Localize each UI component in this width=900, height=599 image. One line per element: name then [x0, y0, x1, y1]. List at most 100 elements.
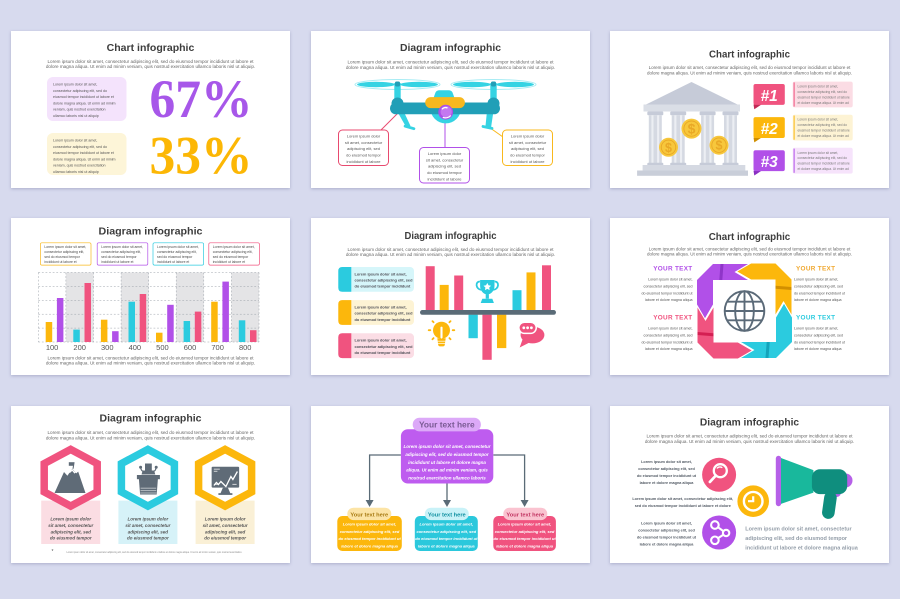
svg-text:consectetur adipiscing elit, s: consectetur adipiscing elit, sed do: [798, 156, 848, 160]
svg-text:dolore magna aliqua. Ut enim a: dolore magna aliqua. Ut enim ad minim: [53, 101, 116, 105]
svg-text:ullamco laboris nisl ut aliqui: ullamco laboris nisl ut aliquip: [53, 170, 99, 174]
svg-text:veniam, quis nostrud exercitat: veniam, quis nostrud exercitation: [53, 108, 106, 112]
svg-text:incididunt ut labore et: incididunt ut labore et: [101, 260, 133, 264]
svg-text:Lorem ipsum dolor sit amet,: Lorem ipsum dolor sit amet,: [794, 278, 838, 282]
svg-text:Lorem ipsum dolor sit amet, co: Lorem ipsum dolor sit amet, consectetur: [745, 527, 852, 533]
svg-text:labore et dolore magna aliqua: labore et dolore magna aliqua: [645, 298, 693, 302]
svg-text:Lorem ipsum dolor sit amet,: Lorem ipsum dolor sit amet,: [794, 327, 838, 331]
svg-text:incididunt ut labore et: incididunt ut labore et: [44, 260, 76, 264]
svg-text:consectetur adipiscing elit, s: consectetur adipiscing elit, sed do: [53, 145, 107, 149]
svg-text:consectetur adipiscing elit, s: consectetur adipiscing elit, sed: [355, 278, 414, 283]
svg-text:sit amet, consectetur: sit amet, consectetur: [509, 140, 547, 145]
svg-text:labore et dolore magna aliqua: labore et dolore magna aliqua: [640, 481, 695, 485]
svg-text:consectetur adipiscing elit, s: consectetur adipiscing elit, sed: [644, 285, 693, 289]
svg-text:Lorem ipsum dolor sit amet,: Lorem ipsum dolor sit amet,: [157, 245, 199, 249]
svg-text:consectetur adipiscing elit, s: consectetur adipiscing elit, sed: [638, 529, 695, 533]
svg-text:incididunt ut labore et: incididunt ut labore et: [157, 260, 189, 264]
svg-text:adipiscing elit, sed: adipiscing elit, sed: [205, 529, 246, 534]
svg-text:Lorem ipsum dolor sit amet, co: Lorem ipsum dolor sit amet, consectetur …: [347, 247, 554, 252]
svg-text:Lorem ipsum dolor sit amet, co: Lorem ipsum dolor sit amet, consectetur …: [347, 59, 554, 64]
svg-text:Your text here: Your text here: [419, 420, 475, 430]
svg-text:labore et dolore magna aliqua: labore et dolore magna aliqua: [645, 347, 693, 351]
svg-text:dolore magna aliqua. Ut enim a: dolore magna aliqua. Ut enim ad minim ve…: [647, 70, 852, 75]
svg-text:Lorem ipsum dolor sit amet, co: Lorem ipsum dolor sit amet, consectetur …: [47, 59, 254, 64]
svg-text:dolore magna aliqua. Ut enim a: dolore magna aliqua. Ut enim ad minim ve…: [346, 252, 555, 257]
svg-text:Lorem ipsum dolor sit amet,: Lorem ipsum dolor sit amet,: [101, 245, 143, 249]
svg-text:do eiusmod tempor: do eiusmod tempor: [204, 536, 246, 541]
svg-text:consectetur adipiscing elit, s: consectetur adipiscing elit, sed: [417, 529, 477, 534]
svg-text:consectetur adipiscing elit, s: consectetur adipiscing elit, sed: [794, 285, 843, 289]
svg-text:Your text here: Your text here: [506, 513, 544, 519]
svg-text:eiusmod tempor incididunt ut l: eiusmod tempor incididunt ut labore et: [53, 151, 114, 155]
svg-text:do eiusmod tempor incididunt: do eiusmod tempor incididunt: [355, 284, 411, 289]
svg-text:incididunt ut labore et dolore: incididunt ut labore et dolore magna: [408, 460, 486, 465]
svg-text:consectetur adipiscing elit,: consectetur adipiscing elit,: [44, 250, 84, 254]
svg-text:dolore magna aliqua. Ut enim a: dolore magna aliqua. Ut enim ad minim ve…: [46, 436, 255, 441]
svg-text:veniam, quis nostrud exercitat: veniam, quis nostrud exercitation: [53, 164, 106, 168]
svg-text:YOUR TEXT: YOUR TEXT: [796, 266, 835, 273]
svg-text:dolore magna aliqua. Ut enim a: dolore magna aliqua. Ut enim ad minim: [53, 157, 116, 161]
svg-text:Chart infographic: Chart infographic: [709, 50, 790, 61]
svg-text:400: 400: [129, 343, 142, 352]
svg-text:consectetur adipiscing elit,: consectetur adipiscing elit,: [213, 250, 253, 254]
svg-text:sit amet, consectetur: sit amet, consectetur: [345, 140, 383, 145]
svg-text:Your text here: Your text here: [350, 513, 388, 519]
svg-text:consectetur adipiscing elit, s: consectetur adipiscing elit, sed: [794, 334, 843, 338]
svg-text:Lorem ipsum dolor sit amet,: Lorem ipsum dolor sit amet,: [798, 151, 839, 155]
svg-text:consectetur adipiscing elit, s: consectetur adipiscing elit, sed: [355, 311, 414, 316]
svg-text:et dolore magna aliqua. Ut eni: et dolore magna aliqua. Ut enim ad: [798, 134, 849, 138]
svg-text:do eiusmod tempor: do eiusmod tempor: [50, 536, 92, 541]
svg-text:sed do eiusmod tempor: sed do eiusmod tempor: [44, 255, 80, 259]
svg-text:*: *: [52, 549, 54, 555]
svg-text:33%: 33%: [150, 124, 253, 185]
svg-text:consectetur adipiscing elit, s: consectetur adipiscing elit, sed: [644, 334, 693, 338]
svg-text:consectetur adipiscing elit, s: consectetur adipiscing elit, sed do: [798, 123, 848, 127]
svg-text:do eiusmod tempor incididunt: do eiusmod tempor incididunt: [355, 350, 411, 355]
svg-text:nostrud exercitation ullamco l: nostrud exercitation ullamco laboris: [408, 476, 486, 481]
svg-text:200: 200: [73, 343, 86, 352]
svg-text:Diagram infographic: Diagram infographic: [400, 43, 501, 54]
svg-text:adipiscing elit, sed do eiusmo: adipiscing elit, sed do eiusmod tempor: [405, 452, 489, 457]
svg-text:sit amet, consectetur: sit amet, consectetur: [48, 523, 93, 528]
svg-text:eiusmod tempor incididunt ut l: eiusmod tempor incididunt ut labore: [798, 162, 850, 166]
svg-text:Lorem ipsum dolor sit amet, co: Lorem ipsum dolor sit amet, consectetur …: [646, 433, 853, 438]
svg-text:Lorem ipsum dolor: Lorem ipsum dolor: [128, 517, 169, 522]
svg-text:eiusmod tempor incididunt ut l: eiusmod tempor incididunt ut labore: [798, 95, 850, 99]
svg-text:adipiscing elit, sed do eiusmo: adipiscing elit, sed do eiusmod tempor: [745, 536, 848, 542]
svg-text:labore et dolore magna aliqua: labore et dolore magna aliqua: [794, 347, 842, 351]
svg-text:do eiusmod tempor: do eiusmod tempor: [427, 170, 462, 175]
svg-text:$: $: [716, 139, 723, 153]
svg-text:Lorem ipsum dolor sit amet,: Lorem ipsum dolor sit amet,: [420, 522, 474, 527]
svg-text:#3: #3: [761, 154, 779, 171]
svg-text:labore et dolore magna aliqua: labore et dolore magna aliqua: [418, 543, 475, 548]
svg-text:700: 700: [211, 343, 224, 352]
svg-text:Lorem ipsum dolor sit amet,: Lorem ipsum dolor sit amet,: [343, 522, 397, 527]
svg-text:67%: 67%: [150, 68, 253, 129]
svg-text:Lorem ipsum dolor sit amet, co: Lorem ipsum dolor sit amet, consectetur …: [47, 430, 254, 435]
svg-text:$: $: [688, 121, 696, 137]
svg-text:YOUR TEXT: YOUR TEXT: [653, 266, 692, 273]
svg-text:et dolore magna aliqua. Ut eni: et dolore magna aliqua. Ut enim ad: [798, 101, 849, 105]
svg-text:Lorem ipsum dolor sit amet, co: Lorem ipsum dolor sit amet, consectetur …: [649, 65, 852, 70]
svg-text:Lorem ipsum dolor sit amet,: Lorem ipsum dolor sit amet,: [798, 85, 839, 89]
svg-text:consectetur adipiscing elit, s: consectetur adipiscing elit, sed do: [798, 90, 848, 94]
svg-text:Lorem ipsum dolor sit amet,: Lorem ipsum dolor sit amet,: [213, 245, 255, 249]
svg-text:dolore magna aliqua. Ut enim a: dolore magna aliqua. Ut enim ad minim ve…: [346, 65, 555, 70]
svg-text:sit amet, consectetur: sit amet, consectetur: [125, 523, 170, 528]
svg-text:do eiusmod tempor incididunt u: do eiusmod tempor incididunt ut: [642, 291, 693, 295]
svg-text:Lorem ipsum dolor sit amet, co: Lorem ipsum dolor sit amet, consectetur …: [649, 246, 852, 251]
svg-text:sed do eiusmod tempor: sed do eiusmod tempor: [157, 255, 193, 259]
svg-text:eiusmod tempor incididunt ut l: eiusmod tempor incididunt ut labore: [798, 129, 850, 133]
svg-text:adipiscing elit, sed: adipiscing elit, sed: [128, 529, 169, 534]
svg-text:YOUR TEXT: YOUR TEXT: [796, 315, 835, 322]
svg-text:Lorem ipsum dolor sit amet, co: Lorem ipsum dolor sit amet, consectetur …: [632, 497, 733, 501]
svg-text:Lorem ipsum dolor: Lorem ipsum dolor: [205, 517, 246, 522]
svg-text:eiusmod tempor incididunt ut l: eiusmod tempor incididunt ut labore et: [53, 95, 114, 99]
svg-text:dolore magna aliqua. Ut enim a: dolore magna aliqua. Ut enim ad minim ve…: [647, 252, 852, 257]
svg-text:Lorem ipsum dolor sit amet,: Lorem ipsum dolor sit amet,: [53, 139, 97, 143]
svg-text:adipiscing elit, sed: adipiscing elit, sed: [428, 164, 461, 169]
svg-text:adipiscing elit, sed: adipiscing elit, sed: [511, 146, 544, 151]
svg-text:adipiscing elit, sed: adipiscing elit, sed: [347, 146, 380, 151]
svg-text:do eiusmod tempor incididunt u: do eiusmod tempor incididunt ut: [415, 536, 478, 541]
svg-text:sed do eiusmod tempor: sed do eiusmod tempor: [213, 255, 249, 259]
